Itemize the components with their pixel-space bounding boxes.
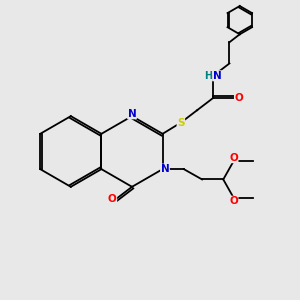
Text: N: N [128,109,136,119]
Text: O: O [229,196,238,206]
Text: O: O [108,194,117,204]
Text: H: H [204,71,212,81]
Text: O: O [229,153,238,163]
Text: N: N [160,164,169,174]
Text: O: O [235,93,243,103]
Text: S: S [177,118,184,128]
Text: N: N [213,71,221,81]
